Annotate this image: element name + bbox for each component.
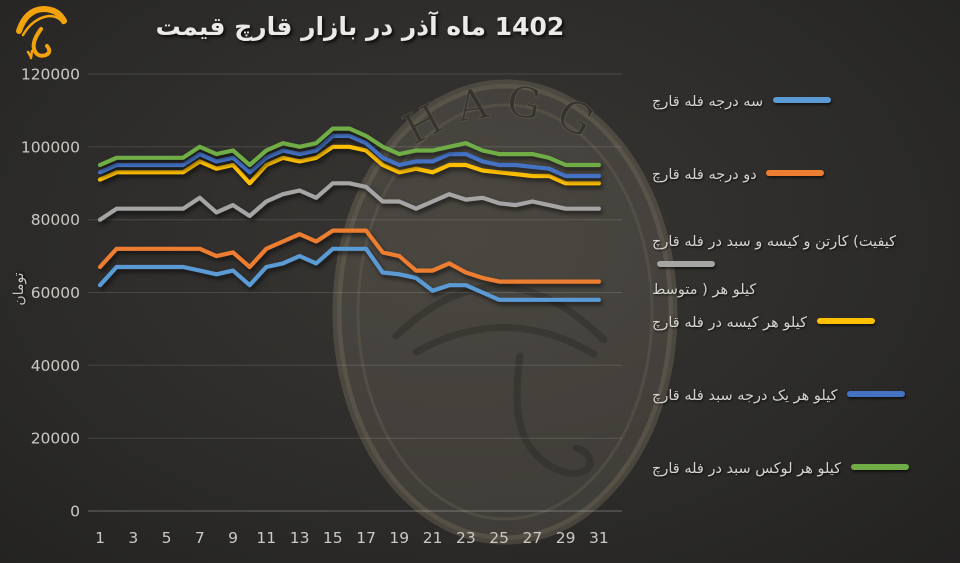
- watermark-text: HAGG: [395, 76, 615, 155]
- legend-swatch: [847, 391, 906, 397]
- legend-swatch: [816, 318, 875, 324]
- x-axis-tick-label: 11: [256, 529, 276, 547]
- x-axis-tick-label: 15: [323, 529, 343, 547]
- legend-item: قارچ فله در سبد و کیسه و کارتن (کیفیت مت…: [652, 230, 952, 302]
- chart-title: قیمت قارچ بازار در آذر ماه 1402: [155, 12, 565, 41]
- legend-swatch: [772, 97, 831, 103]
- hagg-watermark: HAGG: [332, 75, 678, 545]
- legend-label: قارچ فله در سبد و کیسه و کارتن (کیفیت: [652, 230, 952, 278]
- series-line: [97, 133, 602, 179]
- grid-layer: [88, 73, 622, 512]
- y-axis-tick-label: 100000: [21, 138, 80, 156]
- series-line: [97, 228, 602, 284]
- legend-label-line2: متوسط ) هر کیلو: [652, 282, 757, 298]
- x-axis-tick-label: 23: [456, 529, 476, 547]
- y-axis-title: تومان: [11, 272, 27, 306]
- x-axis-tick-label: 13: [290, 529, 310, 547]
- x-axis-tick-label: 21: [423, 529, 443, 547]
- legend-label: قارچ فله در سبد لوکس هر کیلو: [652, 457, 952, 481]
- series-line: [97, 181, 602, 222]
- x-axis-tick-label: 29: [556, 529, 576, 547]
- x-axis-tick-label: 25: [489, 529, 509, 547]
- series-line: [97, 126, 602, 168]
- legend-label: قارچ فله درجه سه: [652, 90, 952, 114]
- x-axis-tick-label: 31: [589, 529, 609, 547]
- y-axis-tick-label: 0: [70, 503, 80, 521]
- legend-swatch: [766, 170, 825, 176]
- legend-item: قارچ فله درجه سه: [652, 90, 952, 114]
- x-axis-tick-label: 3: [128, 529, 138, 547]
- legend-label: قارچ فله سبد درجه یک هر کیلو: [652, 384, 952, 408]
- y-axis-tick-label: 120000: [21, 66, 80, 84]
- x-axis-tick-label: 5: [162, 529, 172, 547]
- series-layer: [97, 126, 602, 302]
- legend-label: قارچ فله درجه دو: [652, 163, 952, 187]
- legend-label: قارچ فله در کیسه هر کیلو: [652, 311, 952, 335]
- watermark-mushroom-sketch: [392, 283, 608, 477]
- legend-item: قارچ فله سبد درجه یک هر کیلو: [652, 384, 952, 408]
- legend-item: قارچ فله در کیسه هر کیلو: [652, 311, 952, 335]
- x-axis-tick-label: 27: [523, 529, 543, 547]
- series-line: [97, 144, 602, 186]
- x-axis-tick-label: 1: [95, 529, 105, 547]
- legend-swatch: [657, 261, 715, 267]
- y-axis-tick-label: 20000: [31, 430, 80, 448]
- series-line: [97, 246, 602, 302]
- x-axis-tick-label: 17: [356, 529, 376, 547]
- y-axis-tick-label: 40000: [31, 357, 80, 375]
- legend-item: قارچ فله درجه دو: [652, 163, 952, 187]
- x-axis-tick-label: 19: [389, 529, 409, 547]
- x-axis-tick-label: 9: [228, 529, 238, 547]
- legend-swatch: [850, 464, 909, 470]
- y-axis-tick-label: 80000: [31, 211, 80, 229]
- x-axis-tick-label: 7: [195, 529, 205, 547]
- hagg-mushroom-logo-icon: [16, 5, 67, 60]
- legend-item: قارچ فله در سبد لوکس هر کیلو: [652, 457, 952, 481]
- y-axis-tick-label: 60000: [31, 284, 80, 302]
